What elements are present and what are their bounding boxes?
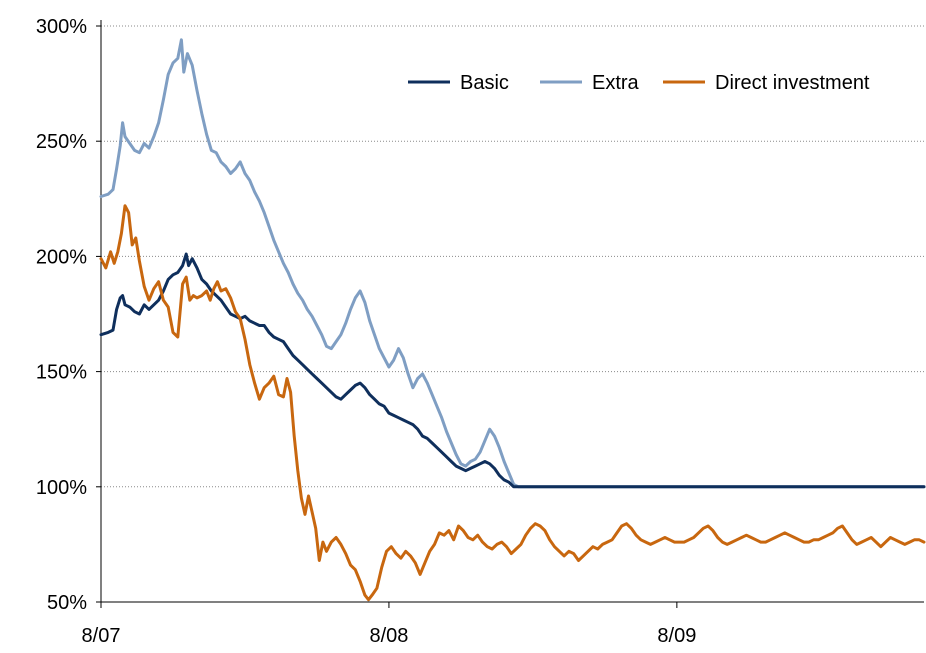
y-tick-label: 200% bbox=[36, 246, 87, 268]
legend-label-basic: Basic bbox=[460, 72, 509, 94]
legend-label-direct-investment: Direct investment bbox=[715, 72, 870, 94]
legend-label-extra: Extra bbox=[592, 72, 640, 94]
gridlines bbox=[101, 25, 924, 488]
x-tick-label: 8/08 bbox=[369, 625, 408, 647]
y-tick-label: 150% bbox=[36, 362, 87, 384]
y-tick-label: 300% bbox=[36, 16, 87, 38]
series-line-direct-investment bbox=[99, 204, 926, 602]
y-tick-label: 250% bbox=[36, 131, 87, 153]
series-line-extra bbox=[99, 38, 926, 489]
axes: 50%100%150%200%250%300%8/078/088/098/10 bbox=[36, 16, 924, 647]
x-tick-label: 8/09 bbox=[657, 625, 696, 647]
x-tick-label: 8/07 bbox=[82, 625, 121, 647]
y-tick-label: 50% bbox=[47, 592, 87, 614]
legend: Basic Extra Direct investment bbox=[408, 72, 870, 94]
y-tick-label: 100% bbox=[36, 477, 87, 499]
series-lines bbox=[99, 38, 926, 602]
series-line-basic bbox=[99, 252, 926, 489]
